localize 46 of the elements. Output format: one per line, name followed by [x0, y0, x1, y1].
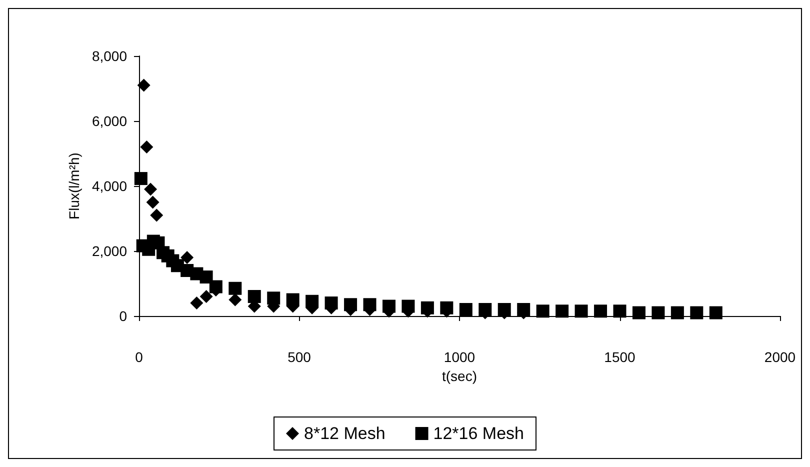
point	[382, 300, 396, 313]
point	[670, 306, 684, 320]
point	[146, 196, 160, 209]
point	[137, 78, 150, 92]
point	[556, 304, 569, 318]
y-tick-label: 4,000	[92, 178, 128, 194]
point	[200, 290, 213, 303]
point	[267, 292, 280, 305]
point	[459, 303, 472, 316]
point	[402, 300, 415, 313]
legend-label: 12*16 Mesh	[433, 424, 524, 443]
x-tick-label: 1500	[604, 349, 636, 365]
point	[140, 140, 154, 154]
point	[324, 296, 338, 310]
point	[134, 172, 148, 186]
point	[709, 306, 722, 320]
point	[248, 290, 261, 303]
x-tick-label: 500	[288, 349, 312, 365]
point	[228, 293, 242, 306]
point	[190, 296, 204, 310]
y-tick-label: 0	[119, 308, 128, 324]
point	[574, 304, 588, 318]
point	[200, 270, 213, 284]
point	[344, 298, 358, 312]
point	[536, 304, 550, 318]
point	[286, 293, 300, 306]
y-tick-label: 8,000	[92, 48, 128, 64]
point	[613, 304, 626, 318]
x-tick-label: 0	[135, 349, 144, 365]
x-tick-label: 2000	[764, 349, 796, 365]
x-axis-title: t(sec)	[442, 368, 477, 384]
x-tick-label: 1000	[444, 349, 476, 365]
point	[632, 306, 646, 320]
legend-label: 8*12 Mesh	[304, 424, 386, 443]
y-tick-label: 2,000	[92, 243, 128, 259]
point	[180, 251, 194, 264]
point	[306, 294, 319, 308]
point	[652, 306, 665, 320]
point	[363, 298, 376, 312]
y-axis-title: Flux(l/m²h)	[66, 152, 82, 220]
point	[144, 182, 158, 196]
point	[228, 282, 242, 295]
point	[150, 208, 164, 222]
point	[690, 306, 704, 320]
point	[594, 304, 608, 318]
y-tick-label: 6,000	[92, 113, 128, 129]
